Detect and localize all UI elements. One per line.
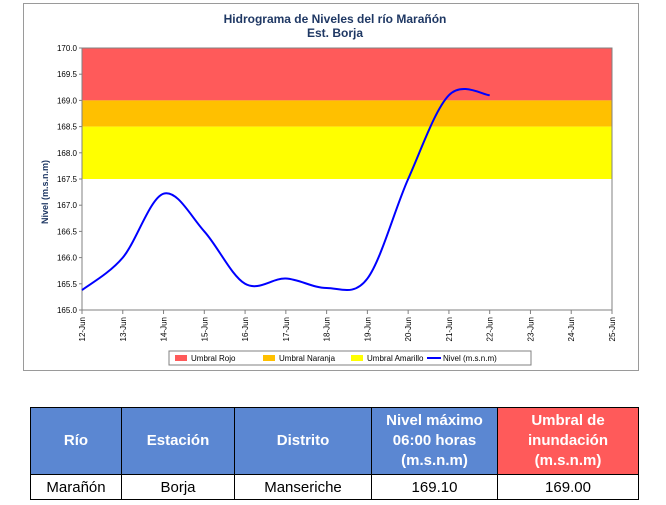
y-tick-label: 167.5 [57,175,78,184]
legend-label: Umbral Naranja [279,354,336,363]
x-tick-label: 13-Jun [119,317,128,341]
x-tick-label: 18-Jun [323,317,332,341]
x-tick-label: 21-Jun [445,317,454,341]
chart-frame: Hidrograma de Niveles del río Marañón Es… [23,3,639,371]
cell-nivel-maximo: 169.10 [371,474,498,500]
y-tick-label: 168.5 [57,123,78,132]
band-2 [82,126,612,179]
x-tick-label: 15-Jun [200,317,209,341]
y-tick-label: 169.0 [57,96,78,105]
chart-subtitle: Est. Borja [307,26,363,40]
hydrograph-chart: Hidrograma de Niveles del río Marañón Es… [40,12,617,366]
chart-title: Hidrograma de Niveles del río Marañón [224,12,447,26]
header-umbral-inundacion: Umbral de inundación (m.s.n.m) [497,407,639,475]
x-tick-label: 25-Jun [608,317,617,341]
x-tick-label: 17-Jun [282,317,291,341]
legend-label: Umbral Rojo [191,354,236,363]
legend-swatch [351,355,363,361]
header-distrito: Distrito [234,407,372,475]
cell-distrito: Manseriche [234,474,372,500]
x-tick-label: 20-Jun [404,317,413,341]
x-tick-label: 14-Jun [160,317,169,341]
y-tick-label: 167.0 [57,201,78,210]
x-tick-label: 24-Jun [567,317,576,341]
band-0 [82,48,612,101]
legend-label: Nivel (m.s.n.m) [443,354,497,363]
band-1 [82,100,612,127]
y-tick-label: 165.5 [57,280,78,289]
legend-swatch [175,355,187,361]
legend-box [168,350,532,366]
cell-rio: Marañón [30,474,122,500]
y-axis-label: Nivel (m.s.n.m) [40,160,50,224]
x-tick-label: 22-Jun [486,317,495,341]
y-tick-label: 170.0 [57,44,78,53]
header-estacion: Estación [121,407,235,475]
chart-legend: Umbral Rojo Umbral Naranja Umbral Amarillo… [168,350,532,366]
table-row: Marañón Borja Manseriche 169.10 169.00 [30,474,639,500]
table-header-row: Río Estación Distrito Nivel máximo 06:00… [30,407,639,475]
x-tick-label: 12-Jun [78,317,87,341]
legend-label: Umbral Amarillo [367,354,424,363]
y-tick-label: 168.0 [57,149,78,158]
river-level-table: Río Estación Distrito Nivel máximo 06:00… [30,407,639,500]
y-tick-label: 169.5 [57,70,78,79]
y-tick-label: 166.5 [57,227,78,236]
cell-umbral: 169.00 [497,474,639,500]
legend-swatch [263,355,275,361]
y-tick-label: 166.0 [57,254,78,263]
y-tick-label: 165.0 [57,306,78,315]
x-tick-label: 23-Jun [526,317,535,341]
header-rio: Río [30,407,122,475]
header-nivel-maximo: Nivel máximo 06:00 horas (m.s.n.m) [371,407,498,475]
x-tick-label: 16-Jun [241,317,250,341]
cell-estacion: Borja [121,474,235,500]
x-tick-label: 19-Jun [363,317,372,341]
